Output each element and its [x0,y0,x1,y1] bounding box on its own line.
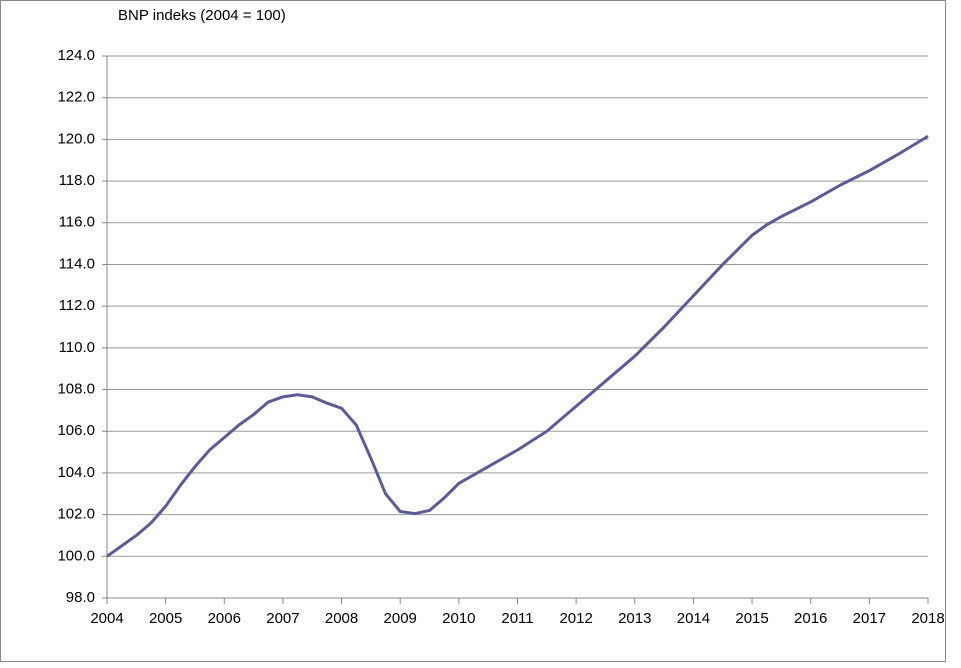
y-tick-label: 106.0 [57,422,95,439]
y-tick-label: 108.0 [57,381,95,398]
x-tick-label: 2009 [384,610,417,627]
x-tick-label: 2011 [501,610,533,627]
y-tick-label: 116.0 [59,214,95,231]
x-tick-label: 2018 [911,610,944,627]
y-tick-label: 114.0 [59,255,95,272]
y-tick-label: 100.0 [57,547,95,564]
chart-title: BNP indeks (2004 = 100) [118,7,286,24]
x-tick-label: 2013 [618,610,651,627]
y-tick-label: 98.0 [66,589,95,606]
x-tick-label: 2005 [149,610,182,627]
x-tick-label: 2012 [559,610,592,627]
x-tick-label: 2007 [266,610,299,627]
chart-border [0,0,946,662]
x-tick-label: 2004 [90,610,123,627]
x-tick-label: 2014 [677,610,710,627]
x-tick-label: 2017 [853,610,886,627]
y-tick-label: 112.0 [59,297,95,314]
x-tick-label: 2006 [208,610,241,627]
y-tick-label: 122.0 [57,89,95,106]
y-tick-label: 102.0 [57,506,95,523]
x-tick-label: 2015 [735,610,768,627]
y-tick-label: 124.0 [57,47,95,64]
y-tick-label: 120.0 [57,130,95,147]
data-line [106,134,929,558]
y-tick-label: 118.0 [59,172,95,189]
x-tick-label: 2016 [794,610,827,627]
x-tick-label: 2008 [325,610,358,627]
y-tick-label: 104.0 [57,464,95,481]
y-tick-label: 110.0 [59,339,95,356]
x-tick-label: 2010 [442,610,475,627]
